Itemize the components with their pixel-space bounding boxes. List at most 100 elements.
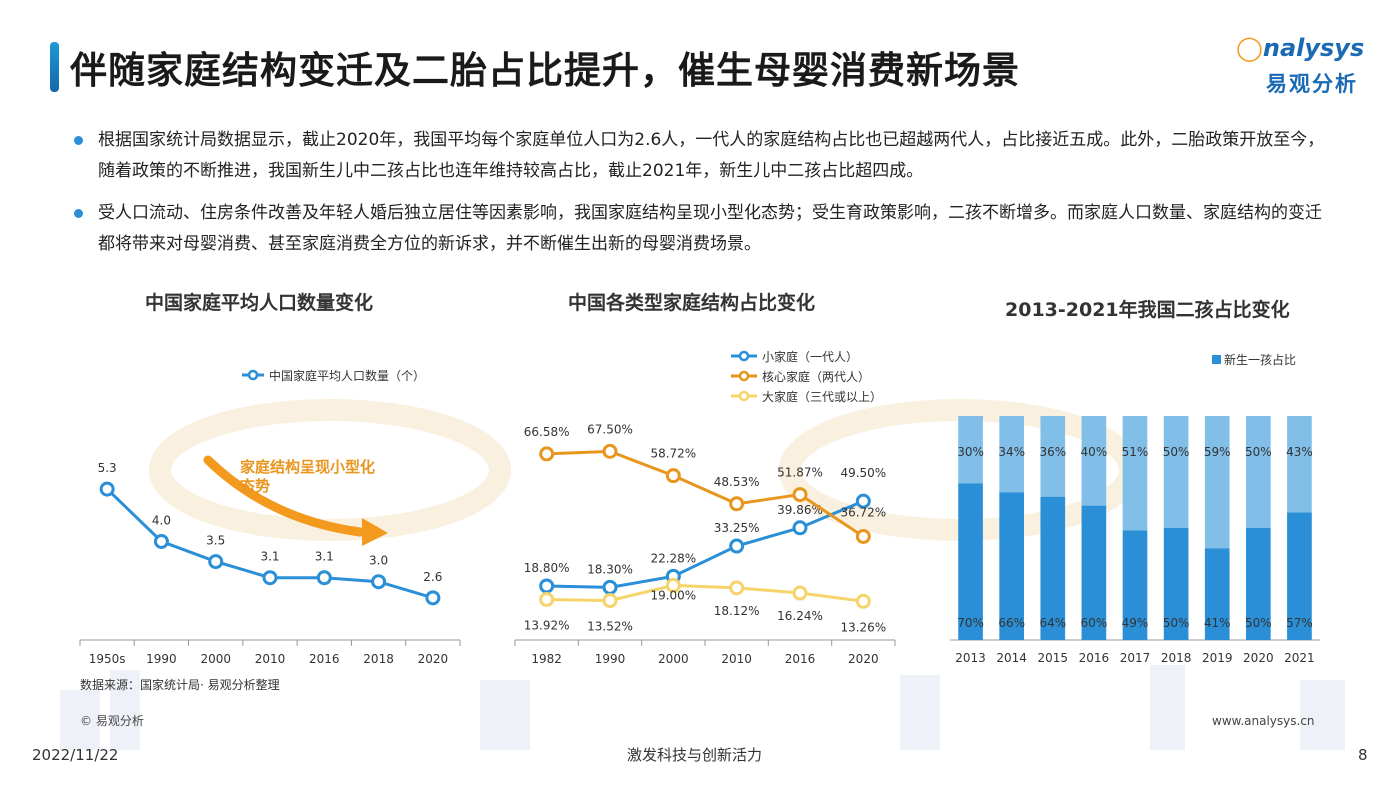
series-line <box>546 449 865 538</box>
x-tick-label: 2016 <box>1079 651 1110 665</box>
data-point <box>99 481 115 497</box>
page-number: 8 <box>1358 746 1368 764</box>
data-point <box>729 580 745 596</box>
data-label: 70% <box>957 616 984 630</box>
data-label: 41% <box>1204 616 1231 630</box>
x-tick-label: 1950s <box>89 652 126 666</box>
data-label: 18.80% <box>524 561 570 575</box>
legend-label: 中国家庭平均人口数量（个） <box>269 368 425 383</box>
bullet-dot <box>74 209 83 218</box>
x-tick-label: 2016 <box>785 652 816 666</box>
data-point <box>602 593 618 609</box>
data-label: 13.26% <box>840 620 886 634</box>
trend-arrow-head <box>362 518 388 546</box>
legend-label: 大家庭（三代或以上） <box>762 389 882 404</box>
data-point <box>539 446 555 462</box>
bar-first-child <box>1287 512 1312 640</box>
legend-marker <box>738 370 750 382</box>
data-label: 34% <box>998 445 1025 459</box>
data-point <box>539 578 555 594</box>
trend-annotation: 家庭结构呈现小型化态势 <box>240 458 375 495</box>
x-tick-label: 2010 <box>255 652 286 666</box>
slogan: 激发科技与创新活力 <box>627 746 763 764</box>
x-tick-label: 2020 <box>418 652 449 666</box>
chart-second-child: 新生一孩占比 70% 30% 2013 66% 34% 2014 64% 36% 2015 60% 4… <box>950 352 1320 665</box>
annotation-line-1: 家庭结构呈现小型化 <box>240 458 375 476</box>
x-tick-label: 2016 <box>309 652 340 666</box>
bar-second-child <box>1040 416 1066 497</box>
bar-first-child <box>1040 496 1066 640</box>
x-tick-label: 2017 <box>1120 651 1151 665</box>
data-label: 5.3 <box>98 461 117 475</box>
x-tick-label: 2020 <box>848 652 879 666</box>
bullet-text-2: 受人口流动、住房条件改善及年轻人婚后独立居住等因素影响，我国家庭结构呈现小型化态… <box>98 203 1322 254</box>
data-point <box>665 468 681 484</box>
bar-first-child <box>1081 505 1107 640</box>
legend-marker <box>738 390 750 402</box>
website-link[interactable]: www.analysys.cn <box>1212 714 1315 728</box>
data-label: 3.1 <box>315 550 334 564</box>
bar-first-child <box>958 483 983 640</box>
data-label: 49.50% <box>840 466 886 480</box>
data-label: 30% <box>957 445 984 459</box>
x-tick-label: 2010 <box>721 652 752 666</box>
data-label: 49% <box>1122 616 1149 630</box>
data-label: 3.5 <box>206 534 225 548</box>
data-label: 51% <box>1122 445 1149 459</box>
x-tick-label: 2014 <box>996 651 1027 665</box>
data-point <box>539 591 555 607</box>
source-note: 数据来源：国家统计局· 易观分析整理 <box>80 677 280 692</box>
data-label: 39.86% <box>777 503 823 517</box>
data-label: 36% <box>1039 445 1066 459</box>
data-label: 18.30% <box>587 562 633 576</box>
data-label: 50% <box>1245 616 1272 630</box>
data-label: 57% <box>1286 616 1313 630</box>
x-tick-label: 2018 <box>363 652 394 666</box>
data-point <box>153 533 169 549</box>
data-label: 67.50% <box>587 422 633 436</box>
data-label: 43% <box>1286 445 1313 459</box>
data-label: 13.52% <box>587 620 633 634</box>
data-point <box>855 493 871 509</box>
data-point <box>729 538 745 554</box>
legend-marker <box>247 369 259 381</box>
chart3-title: 2013-2021年我国二孩占比变化 <box>1005 299 1290 321</box>
data-label: 33.25% <box>714 521 760 535</box>
data-point <box>602 443 618 459</box>
data-label: 50% <box>1163 616 1190 630</box>
data-label: 16.24% <box>777 609 823 623</box>
data-point <box>792 520 808 536</box>
bar-first-child <box>1246 528 1271 640</box>
x-tick-label: 1982 <box>531 652 562 666</box>
data-label: 13.92% <box>524 618 570 632</box>
chart2-title: 中国各类型家庭结构占比变化 <box>568 292 816 314</box>
x-tick-label: 1990 <box>146 652 177 666</box>
x-tick-label: 2018 <box>1161 651 1192 665</box>
data-point <box>425 590 441 606</box>
series-line <box>546 499 864 589</box>
x-tick-label: 1990 <box>595 652 626 666</box>
series-line <box>546 583 864 603</box>
data-label: 2.6 <box>423 570 442 584</box>
data-label: 36.72% <box>840 505 886 519</box>
legend-label: 小家庭（一代人） <box>762 349 858 364</box>
data-label: 58.72% <box>650 447 696 461</box>
legend-swatch <box>1212 355 1221 364</box>
date: 2022/11/22 <box>32 746 119 764</box>
x-tick-label: 2000 <box>658 652 689 666</box>
data-label: 60% <box>1081 616 1108 630</box>
data-label: 3.1 <box>260 550 279 564</box>
bar-second-child <box>1081 416 1107 506</box>
bar-second-child <box>1246 416 1271 528</box>
legend-label: 核心家庭（两代人） <box>762 369 870 384</box>
data-point <box>262 570 278 586</box>
bullet-text-1: 根据国家统计局数据显示，截止2020年，我国平均每个家庭单位人口为2.6人，一代… <box>98 130 1325 181</box>
logo-swoosh-icon: ◯ <box>1236 34 1263 62</box>
data-label: 40% <box>1081 445 1108 459</box>
data-label: 66.58% <box>524 425 570 439</box>
page-title: 伴随家庭结构变迁及二胎占比提升，催生母婴消费新场景 <box>70 49 1020 92</box>
chart1-title: 中国家庭平均人口数量变化 <box>145 292 374 314</box>
data-point <box>316 570 332 586</box>
bar-first-child <box>999 492 1024 640</box>
data-point <box>729 496 745 512</box>
